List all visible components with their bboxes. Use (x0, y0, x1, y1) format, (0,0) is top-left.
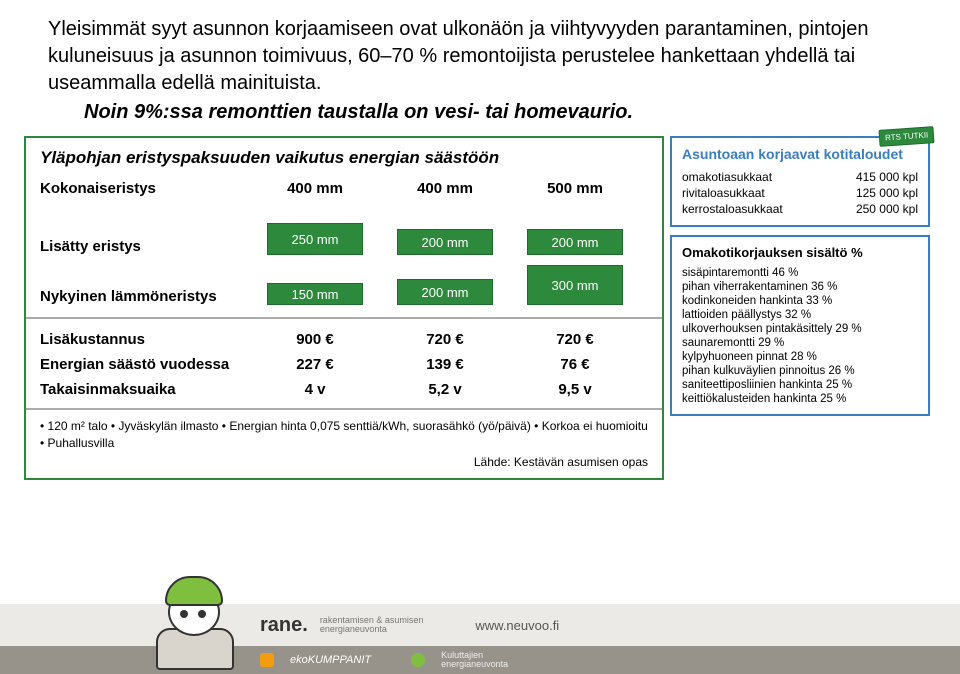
bar: 150 mm (267, 283, 363, 305)
list-item: lattioiden päällystys 32 % (682, 308, 918, 322)
list-item: sisäpintaremontti 46 % (682, 266, 918, 280)
box-title: Asuntoaan korjaavat kotitaloudet (682, 146, 918, 163)
list-item: pihan viherrakentaminen 36 % (682, 280, 918, 294)
cell: 4 v (250, 381, 380, 398)
cell: 76 € (510, 356, 640, 373)
row-nykyinen: Nykyinen lämmöneristys 150 mm 200 mm 300… (26, 265, 662, 315)
value: 250 000 kpl (856, 202, 918, 216)
label: kerrostaloasukkaat (682, 202, 783, 216)
row-saasto: Energian säästö vuodessa 227 € 139 € 76 … (40, 352, 648, 377)
eko-icon (260, 653, 274, 667)
kul-label: Kuluttajienenergianeuvonta (441, 651, 508, 670)
bar: 200 mm (527, 229, 623, 255)
cell: 500 mm (510, 180, 640, 197)
cell: 9,5 v (510, 381, 640, 398)
list-item: ulkoverhouksen pintakäsittely 29 % (682, 322, 918, 336)
households-box: RTS TUTKII Asuntoaan korjaavat kotitalou… (670, 136, 930, 227)
list-item: rivitaloasukkaat 125 000 kpl (682, 185, 918, 201)
intro-text: Yleisimmät syyt asunnon korjaamiseen ova… (0, 0, 960, 101)
content-area: Yläpohjan eristyspaksuuden vaikutus ener… (0, 136, 960, 480)
bar: 250 mm (267, 223, 363, 255)
cell: 5,2 v (380, 381, 510, 398)
label: Takaisinmaksuaika (40, 381, 250, 398)
source-text: Lähde: Kestävän asumisen opas (40, 454, 648, 471)
value: 125 000 kpl (856, 186, 918, 200)
cell: 227 € (250, 356, 380, 373)
row-kokonais: Kokonaiseristys 400 mm 400 mm 500 mm (40, 176, 648, 201)
row-lisakust: Lisäkustannus 900 € 720 € 720 € (40, 327, 648, 352)
table-footnote: • 120 m² talo • Jyväskylän ilmasto • Ene… (26, 408, 662, 478)
leaf-icon (411, 653, 425, 667)
energy-table: Yläpohjan eristyspaksuuden vaikutus ener… (24, 136, 664, 480)
label: Nykyinen lämmöneristys (40, 288, 250, 305)
rts-badge: RTS TUTKII (878, 126, 934, 147)
list-item: saniteettiposliinien hankinta 25 % (682, 378, 918, 392)
bar: 200 mm (397, 229, 493, 255)
rane-logo: rane. (260, 614, 308, 637)
list-item: kodinkoneiden hankinta 33 % (682, 294, 918, 308)
cell: 139 € (380, 356, 510, 373)
cell: 720 € (510, 331, 640, 348)
table-title: Yläpohjan eristyspaksuuden vaikutus ener… (40, 148, 648, 168)
content-percent-box: Omakotikorjauksen sisältö % sisäpintarem… (670, 235, 930, 417)
rane-subtitle: rakentamisen & asumisenenergianeuvonta (320, 616, 424, 635)
list-item: kerrostaloasukkaat 250 000 kpl (682, 201, 918, 217)
label: Lisäkustannus (40, 331, 250, 348)
list-item: saunaremontti 29 % (682, 336, 918, 350)
right-column: RTS TUTKII Asuntoaan korjaavat kotitalou… (670, 136, 930, 480)
list-item: kylpyhuoneen pinnat 28 % (682, 350, 918, 364)
bar: 200 mm (397, 279, 493, 305)
mascot-icon (140, 560, 250, 670)
label: Kokonaiseristys (40, 180, 250, 197)
list-item: pihan kulkuväylien pinnoitus 26 % (682, 364, 918, 378)
cell: 900 € (250, 331, 380, 348)
data-rows: Lisäkustannus 900 € 720 € 720 € Energian… (26, 321, 662, 408)
list-item: keittiökalusteiden hankinta 25 % (682, 392, 918, 406)
eko-label: ekoKUMPPANIT (290, 654, 371, 666)
cell: 400 mm (380, 180, 510, 197)
row-takaisin: Takaisinmaksuaika 4 v 5,2 v 9,5 v (40, 377, 648, 402)
label: omakotiasukkaat (682, 170, 772, 184)
emphasis-text: Noin 9%:ssa remonttien taustalla on vesi… (0, 101, 960, 136)
label: Lisätty eristys (40, 238, 250, 255)
box-title: Omakotikorjauksen sisältö % (682, 245, 918, 261)
footer-url: www.neuvoo.fi (475, 618, 559, 633)
cell: 400 mm (250, 180, 380, 197)
bar: 300 mm (527, 265, 623, 305)
row-lisatty: Lisätty eristys 250 mm 200 mm 200 mm (26, 207, 662, 265)
value: 415 000 kpl (856, 170, 918, 184)
list-item: omakotiasukkaat 415 000 kpl (682, 169, 918, 185)
footnote-text: • 120 m² talo • Jyväskylän ilmasto • Ene… (40, 418, 648, 452)
cell: 720 € (380, 331, 510, 348)
footer: rane. rakentamisen & asumisenenergianeuv… (0, 604, 960, 674)
label: Energian säästö vuodessa (40, 356, 250, 373)
label: rivitaloasukkaat (682, 186, 765, 200)
